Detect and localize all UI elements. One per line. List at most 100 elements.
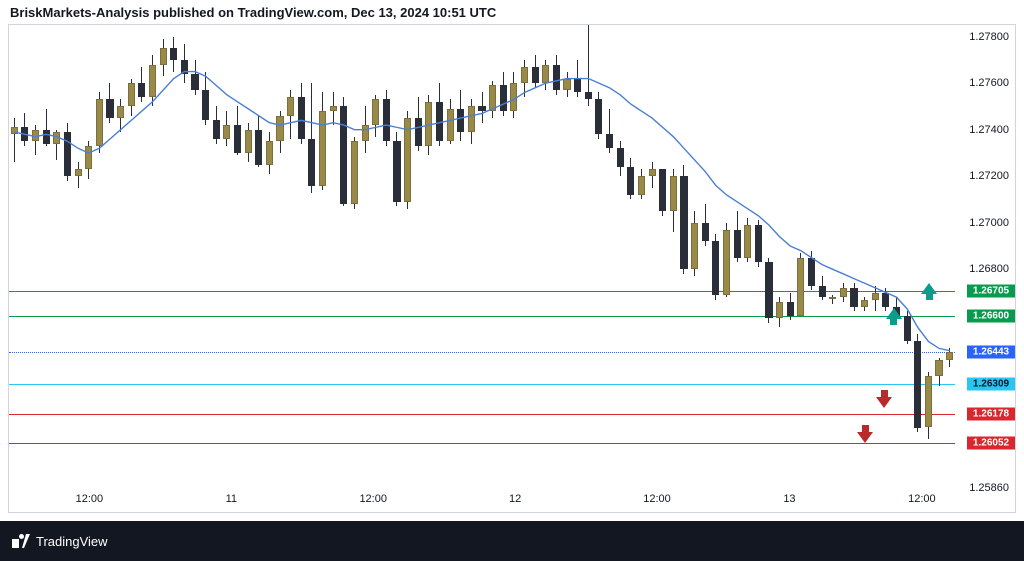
candle-body: [149, 65, 156, 98]
candle-body: [213, 120, 220, 139]
candle-body: [53, 132, 60, 144]
candle-body: [925, 376, 932, 427]
y-tick-label: 1.27200: [969, 170, 1009, 182]
candle-body: [840, 288, 847, 297]
price-label: 1.26705: [967, 285, 1015, 298]
candle-body: [383, 99, 390, 141]
horizontal-line: [9, 443, 955, 444]
y-tick-label: 1.27800: [969, 31, 1009, 43]
candle-body: [670, 176, 677, 211]
y-tick-label: 1.27600: [969, 77, 1009, 89]
candle-body: [160, 48, 167, 64]
horizontal-line: [9, 316, 955, 317]
candle-body: [340, 106, 347, 204]
tradingview-logo: TradingView: [12, 534, 108, 549]
candle-body: [819, 286, 826, 298]
x-tick-label: 12:00: [359, 493, 387, 505]
candle-body: [776, 302, 783, 318]
candle-body: [606, 134, 613, 148]
candle-body: [117, 106, 124, 118]
candle-body: [170, 48, 177, 60]
candle-body: [457, 109, 464, 132]
candle-body: [595, 99, 602, 134]
candle-body: [765, 262, 772, 318]
horizontal-line: [9, 384, 955, 385]
candle-body: [489, 85, 496, 111]
plot-region[interactable]: [9, 25, 955, 488]
y-tick-label: 1.25860: [969, 482, 1009, 494]
candle-body: [744, 225, 751, 258]
candle-body: [404, 118, 411, 202]
candle-body: [659, 169, 666, 211]
candle-body: [734, 230, 741, 258]
candle-body: [11, 127, 18, 134]
x-tick-label: 12:00: [643, 493, 671, 505]
candle-body: [500, 85, 507, 111]
candle-body: [308, 139, 315, 186]
candle-body: [393, 141, 400, 201]
candle-body: [914, 341, 921, 427]
candle-body: [755, 225, 762, 262]
candle-body: [904, 316, 911, 342]
candle-body: [563, 79, 570, 91]
x-tick-label: 12:00: [908, 493, 936, 505]
candle-body: [574, 79, 581, 93]
price-label: 1.26178: [967, 408, 1015, 421]
candle-body: [510, 83, 517, 111]
candle-body: [861, 300, 868, 307]
candle-body: [808, 258, 815, 286]
horizontal-line: [9, 291, 955, 292]
y-axis: 1.278001.276001.274001.272001.270001.268…: [955, 25, 1015, 488]
candle-body: [181, 60, 188, 74]
chart-area[interactable]: 1.278001.276001.274001.272001.270001.268…: [8, 24, 1016, 513]
candle-body: [255, 130, 262, 165]
candle-body: [351, 141, 358, 204]
candle-body: [468, 106, 475, 132]
candle-body: [43, 130, 50, 144]
candle-body: [330, 106, 337, 111]
chart-header: BriskMarkets-Analysis published on Tradi…: [10, 5, 496, 20]
candle-body: [223, 125, 230, 139]
price-label: 1.26443: [967, 346, 1015, 359]
price-label: 1.26600: [967, 309, 1015, 322]
candle-body: [372, 99, 379, 125]
price-label: 1.26309: [967, 377, 1015, 390]
candle-body: [287, 97, 294, 116]
candle-body: [649, 169, 656, 176]
candle-body: [319, 111, 326, 185]
candle-body: [797, 258, 804, 316]
candle-body: [276, 116, 283, 142]
candle-body: [723, 230, 730, 295]
horizontal-line: [9, 414, 955, 415]
candle-body: [85, 146, 92, 169]
x-tick-label: 12: [509, 493, 521, 505]
candle-body: [362, 125, 369, 141]
candle-body: [617, 148, 624, 167]
tv-logo-icon: [12, 534, 30, 548]
candle-body: [415, 118, 422, 146]
candle-body: [872, 293, 879, 300]
candle-body: [266, 141, 273, 164]
candle-body: [64, 132, 71, 176]
candle-body: [638, 176, 645, 195]
x-tick-label: 11: [226, 493, 237, 505]
candle-body: [191, 74, 198, 90]
candle-body: [32, 130, 39, 142]
candle-body: [138, 83, 145, 97]
candle-body: [553, 65, 560, 91]
candle-body: [96, 99, 103, 146]
x-tick-label: 12:00: [76, 493, 104, 505]
candle-body: [298, 97, 305, 139]
candle-body: [850, 288, 857, 307]
candle-body: [829, 297, 836, 299]
candle-body: [245, 130, 252, 153]
candle-body: [478, 106, 485, 111]
candle-body: [946, 352, 953, 360]
candle-body: [542, 65, 549, 84]
candle-body: [882, 293, 889, 307]
candle-body: [106, 99, 113, 118]
candle-body: [21, 127, 28, 141]
candle-body: [627, 167, 634, 195]
candle-body: [680, 176, 687, 269]
y-tick-label: 1.27000: [969, 217, 1009, 229]
